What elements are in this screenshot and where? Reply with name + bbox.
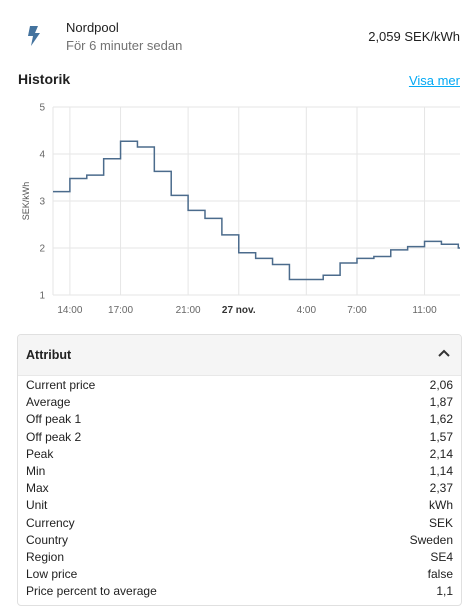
- attribute-key: Country: [26, 532, 69, 547]
- x-tick-label: 21:00: [176, 305, 201, 316]
- x-tick-label: 14:00: [57, 305, 82, 316]
- x-tick-label: 11:00: [412, 305, 437, 316]
- attribute-value: SEK: [428, 515, 453, 530]
- x-tick-label: 7:00: [347, 305, 367, 316]
- attribute-key: Currency: [26, 515, 75, 530]
- attribute-row: Current price 2,06: [18, 377, 461, 394]
- attribute-key: Average: [26, 395, 71, 410]
- attribute-row: Region SE4: [18, 549, 461, 566]
- y-tick-label: 3: [39, 197, 45, 208]
- attribute-value: kWh: [429, 498, 453, 513]
- attribute-row: Price percent to average 1,1: [18, 583, 461, 600]
- attribute-value: false: [427, 567, 453, 582]
- attribute-key: Max: [26, 481, 49, 496]
- attribute-key: Peak: [26, 446, 54, 461]
- y-axis-label: SEK/kWh: [21, 182, 31, 221]
- attribute-row: Average 1,87: [18, 394, 461, 411]
- attribute-value: 2,06: [429, 378, 453, 392]
- x-tick-label: 27 nov.: [222, 305, 256, 316]
- entity-header: Nordpool För 6 minuter sedan 2,059 SEK/k…: [0, 0, 474, 60]
- attribute-row: Peak 2,14: [18, 446, 461, 463]
- y-tick-label: 1: [39, 291, 45, 302]
- attribute-value: 1,57: [429, 429, 453, 444]
- attribute-value: 1,14: [429, 463, 453, 478]
- attribute-key: Min: [26, 463, 46, 478]
- attribute-key: Current price: [26, 378, 96, 392]
- attribute-row: Min 1,14: [18, 463, 461, 480]
- price-series-line: [53, 140, 460, 281]
- attribute-row: Low price false: [18, 566, 461, 583]
- y-tick-label: 5: [39, 103, 45, 114]
- flash-icon: [28, 26, 40, 46]
- attribute-row: Off peak 2 1,57: [18, 429, 461, 446]
- attribute-row: Country Sweden: [18, 532, 461, 549]
- last-changed: För 6 minuter sedan: [66, 38, 183, 53]
- attribute-value: Sweden: [409, 532, 453, 547]
- attribute-key: Region: [26, 549, 65, 564]
- attribute-value: 2,14: [429, 446, 453, 461]
- x-tick-label: 17:00: [108, 305, 133, 316]
- attribute-row: Unit kWh: [18, 497, 461, 514]
- attribute-value: 1,1: [436, 584, 453, 599]
- entity-state: 2,059 SEK/kWh: [368, 29, 460, 44]
- attribute-key: Off peak 1: [26, 412, 82, 427]
- y-tick-label: 2: [39, 244, 45, 255]
- attribute-value: SE4: [430, 549, 453, 564]
- attribute-value: 2,37: [429, 481, 453, 496]
- chevron-up-icon[interactable]: [438, 349, 450, 357]
- attributes-title: Attribut: [26, 348, 72, 362]
- x-tick-label: 4:00: [297, 305, 317, 316]
- attribute-key: Low price: [26, 567, 78, 582]
- attribute-value: 1,87: [429, 395, 453, 410]
- attribute-key: Unit: [26, 498, 48, 513]
- attributes-list: Current price 2,06 Average 1,87 Off peak 1 1,…: [18, 376, 461, 600]
- attribute-row: Off peak 1 1,62: [18, 411, 461, 428]
- show-more-link[interactable]: Visa mer: [408, 73, 460, 88]
- entity-name: Nordpool: [66, 20, 119, 35]
- y-tick-label: 4: [39, 150, 45, 161]
- attributes-header[interactable]: Attribut: [18, 335, 461, 376]
- attributes-panel: Attribut Current price 2,06 Average 1,87 Off…: [17, 334, 462, 606]
- attribute-value: 1,62: [429, 412, 453, 427]
- attribute-key: Off peak 2: [26, 429, 82, 444]
- attribute-key: Price percent to average: [26, 584, 157, 599]
- history-title: Historik: [18, 71, 71, 87]
- attribute-row: Currency SEK: [18, 515, 461, 532]
- history-chart[interactable]: 1 2 3 4 5 14:00 17:00 21:00 27 nov. 4:00 7:00 11:00…: [0, 95, 474, 325]
- attribute-row: Max 2,37: [18, 480, 461, 497]
